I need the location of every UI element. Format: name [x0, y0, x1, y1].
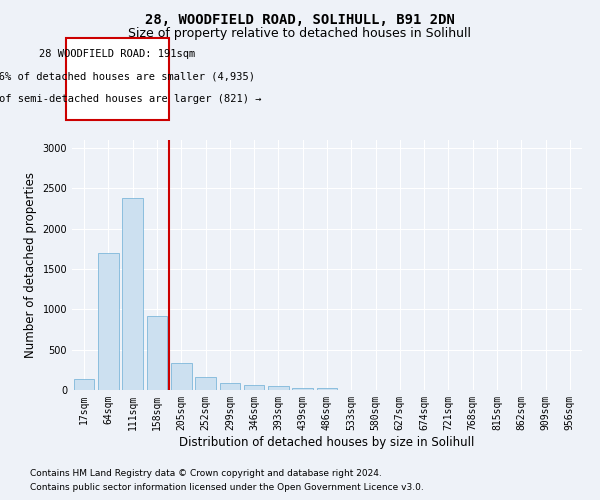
Bar: [244, 385, 265, 390]
Bar: [195, 376, 216, 390]
Y-axis label: Number of detached properties: Number of detached properties: [24, 172, 37, 358]
Bar: [74, 378, 94, 390]
Bar: [98, 253, 119, 390]
Text: Size of property relative to detached houses in Solihull: Size of property relative to detached ho…: [128, 28, 472, 40]
Text: ← 86% of detached houses are smaller (4,935): ← 86% of detached houses are smaller (4,…: [0, 72, 255, 82]
Text: Contains public sector information licensed under the Open Government Licence v3: Contains public sector information licen…: [30, 484, 424, 492]
Bar: [268, 386, 289, 390]
Bar: [220, 383, 240, 390]
Text: 14% of semi-detached houses are larger (821) →: 14% of semi-detached houses are larger (…: [0, 94, 262, 104]
Text: Contains HM Land Registry data © Crown copyright and database right 2024.: Contains HM Land Registry data © Crown c…: [30, 468, 382, 477]
X-axis label: Distribution of detached houses by size in Solihull: Distribution of detached houses by size …: [179, 436, 475, 448]
Bar: [171, 362, 191, 390]
Bar: [317, 388, 337, 390]
Text: 28, WOODFIELD ROAD, SOLIHULL, B91 2DN: 28, WOODFIELD ROAD, SOLIHULL, B91 2DN: [145, 12, 455, 26]
Bar: [146, 316, 167, 390]
Text: 28 WOODFIELD ROAD: 191sqm: 28 WOODFIELD ROAD: 191sqm: [40, 49, 196, 59]
Bar: [122, 198, 143, 390]
Bar: [292, 388, 313, 390]
